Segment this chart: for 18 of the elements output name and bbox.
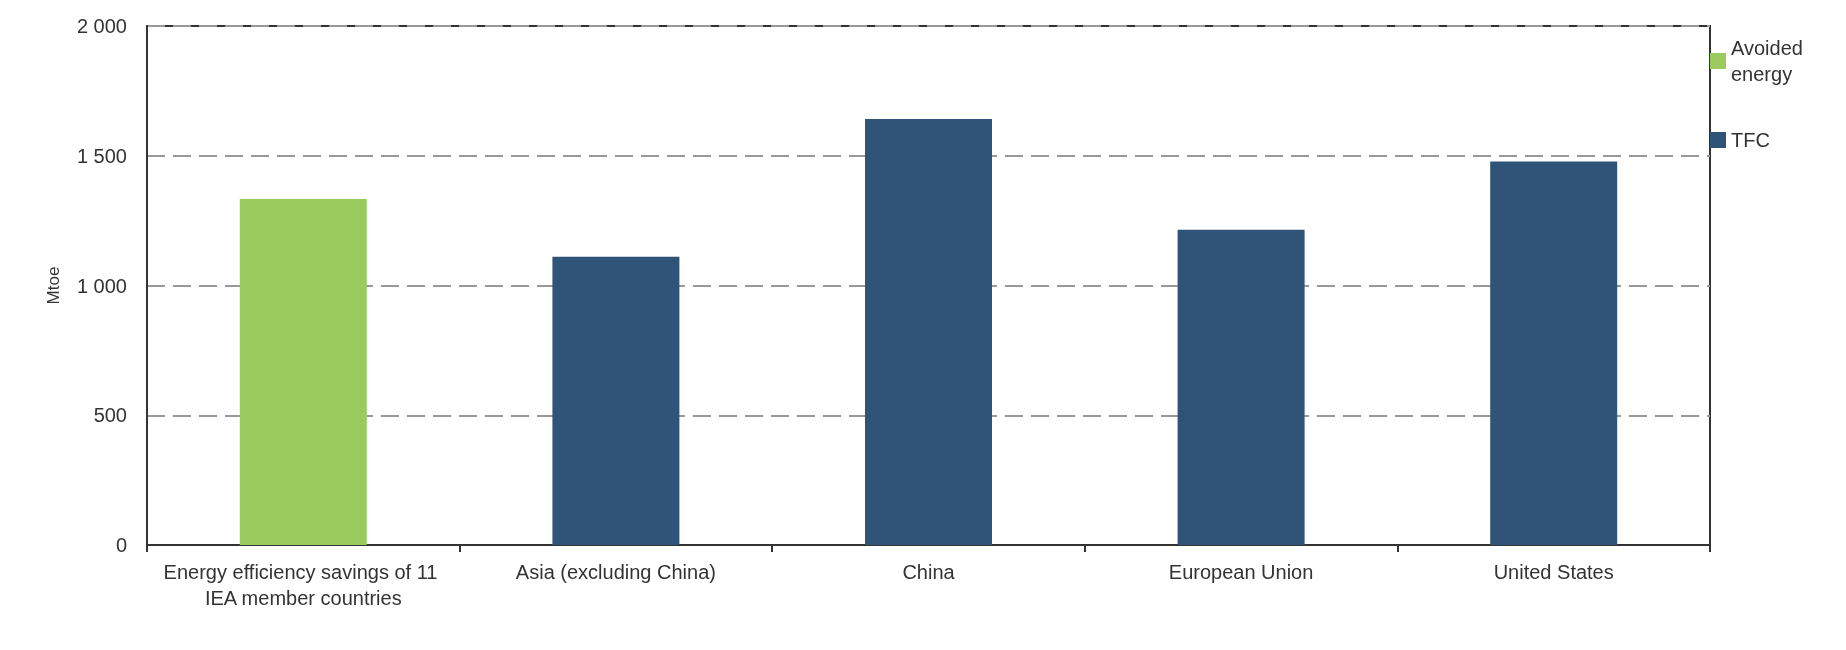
bar	[865, 118, 992, 545]
legend-label: TFC	[1731, 129, 1770, 151]
y-tick-label: 1 500	[76, 144, 127, 167]
y-tick-label: 500	[93, 404, 127, 427]
x-tick-label: European Union	[1168, 561, 1314, 583]
bar	[239, 199, 367, 545]
y-tick-label: 1 000	[76, 274, 127, 297]
x-tick-label: Asia (excluding China)	[515, 561, 716, 583]
bar	[552, 256, 680, 545]
y-tick-label: 0	[115, 534, 127, 556]
bar	[1490, 161, 1618, 545]
x-tick-label: China	[902, 561, 956, 583]
bar	[1177, 229, 1305, 545]
x-tick-label: United States	[1493, 561, 1614, 583]
x-tick-label: Energy efficiency savings of 11 IEA member countries	[163, 561, 444, 609]
y-axis-title: Mtoe	[44, 266, 63, 305]
legend-label: Avoided energy	[1731, 37, 1809, 85]
y-tick-label: 2 000	[76, 15, 127, 37]
